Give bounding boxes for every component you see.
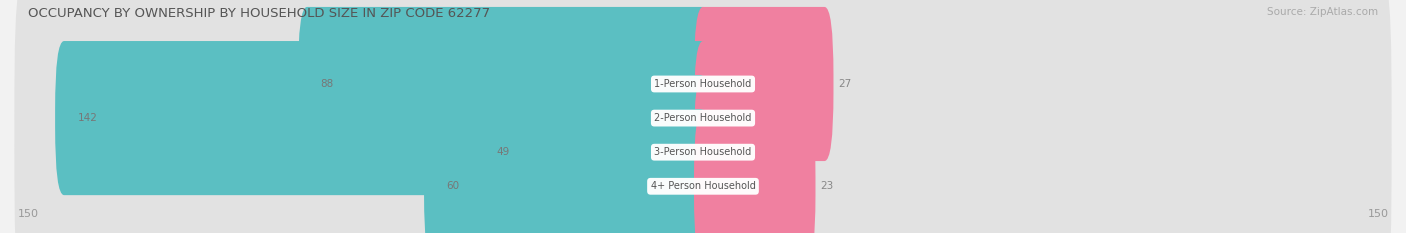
FancyBboxPatch shape [695, 41, 721, 195]
Text: 4+ Person Household: 4+ Person Household [651, 181, 755, 191]
FancyBboxPatch shape [695, 7, 834, 161]
Text: OCCUPANCY BY OWNERSHIP BY HOUSEHOLD SIZE IN ZIP CODE 62277: OCCUPANCY BY OWNERSHIP BY HOUSEHOLD SIZE… [28, 7, 491, 20]
Text: 3-Person Household: 3-Person Household [654, 147, 752, 157]
FancyBboxPatch shape [695, 75, 744, 229]
Text: 142: 142 [77, 113, 97, 123]
Text: 1-Person Household: 1-Person Household [654, 79, 752, 89]
FancyBboxPatch shape [474, 75, 711, 229]
Text: 2-Person Household: 2-Person Household [654, 113, 752, 123]
FancyBboxPatch shape [55, 41, 711, 195]
Text: Source: ZipAtlas.com: Source: ZipAtlas.com [1267, 7, 1378, 17]
FancyBboxPatch shape [14, 3, 1392, 233]
Text: 88: 88 [321, 79, 333, 89]
FancyBboxPatch shape [14, 37, 1392, 233]
Text: 7: 7 [748, 147, 755, 157]
FancyBboxPatch shape [14, 71, 1392, 233]
Text: 23: 23 [820, 181, 834, 191]
Text: 49: 49 [496, 147, 509, 157]
Text: 27: 27 [838, 79, 851, 89]
Text: 60: 60 [447, 181, 460, 191]
FancyBboxPatch shape [425, 109, 711, 233]
FancyBboxPatch shape [695, 109, 815, 233]
Text: 2: 2 [725, 113, 733, 123]
FancyBboxPatch shape [298, 7, 711, 161]
FancyBboxPatch shape [14, 0, 1392, 200]
